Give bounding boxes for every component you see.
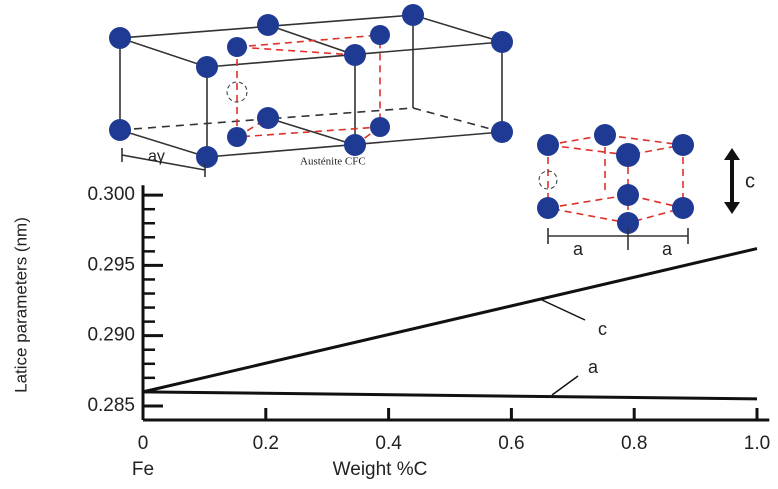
annotation: c xyxy=(598,319,607,339)
martensite-diagram: c a a xyxy=(537,124,755,259)
x-tick-label: 0.6 xyxy=(498,433,524,454)
annotation: a xyxy=(588,357,599,377)
diagram-label: Austénite CFC xyxy=(300,156,366,168)
diagram-label: aγ xyxy=(148,148,165,165)
y-tick-label: 0.290 xyxy=(87,325,135,346)
x-axis-sublabel: Fe xyxy=(132,459,154,480)
diagram-label: a xyxy=(573,239,584,259)
x-tick-label: 0 xyxy=(138,433,149,454)
y-tick-label: 0.300 xyxy=(87,184,135,205)
annotation-arrow xyxy=(552,376,578,395)
chart: aγ Austénite CFC c a a Weight %C Fe Lati… xyxy=(0,0,778,489)
austenite-diagram: aγ Austénite CFC xyxy=(109,4,513,177)
y-axis-title: Latice parameters (nm) xyxy=(11,217,30,393)
line xyxy=(143,249,757,392)
diagram-label: c xyxy=(745,170,755,192)
x-tick-label: 1.0 xyxy=(744,433,770,454)
x-axis-title: Weight %C xyxy=(333,459,428,480)
line xyxy=(143,392,757,399)
diagram-label: a xyxy=(662,239,673,259)
x-tick-label: 0.8 xyxy=(621,433,647,454)
y-tick-label: 0.285 xyxy=(87,395,135,416)
y-tick-label: 0.295 xyxy=(87,254,135,275)
x-tick-label: 0.4 xyxy=(375,433,402,454)
annotation-arrow xyxy=(542,300,585,320)
x-tick-label: 0.2 xyxy=(253,433,279,454)
